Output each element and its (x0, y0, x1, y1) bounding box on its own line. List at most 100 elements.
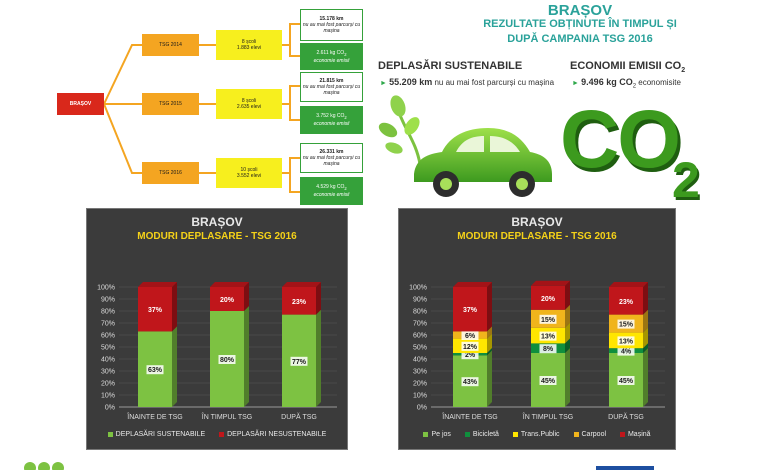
data-label: 12% (463, 344, 478, 351)
tree-schools-2014: 8 școli 1.883 elevi (216, 30, 282, 60)
co2-value: 3.752 kg CO2 (316, 113, 347, 120)
chart-panel-sustainability: BRAȘOV MODURI DEPLASARE - TSG 2016 0% 10%… (86, 208, 348, 450)
bar-side (643, 348, 648, 407)
tree-schools-2015: 8 școli 2.635 elevi (216, 89, 282, 119)
data-label: 13% (619, 338, 634, 345)
data-label: 20% (220, 297, 235, 304)
schools-count: 10 școli (240, 167, 258, 173)
triangle-icon: ► (572, 80, 579, 87)
y-tick-label: 0% (417, 405, 427, 412)
legend-swatch (573, 431, 579, 437)
tree-km-2016: 26.331 km nu au mai fost parcurși cu maș… (300, 143, 363, 173)
info-subtitle-1: REZULTATE OBȚINUTE ÎN TIMPUL ȘI (483, 18, 677, 30)
km-value: 26.331 km (319, 149, 344, 155)
data-label-bg (290, 356, 308, 366)
bar-top (609, 282, 648, 287)
bar-side (565, 338, 570, 353)
bar-side (316, 309, 321, 407)
data-label-bg (617, 346, 635, 356)
legend-swatch (619, 431, 625, 437)
students-count: 3.552 elevi (236, 173, 262, 179)
data-label-bg (461, 341, 479, 351)
bar-side (487, 348, 492, 356)
bar-top (210, 282, 249, 287)
info-right-title: ECONOMII EMISII CO2 (570, 60, 686, 75)
bar-side (487, 282, 492, 332)
legend-item-unsustainable: DEPLASĂRI NESUSTENABILE (219, 431, 326, 438)
info-left-title: DEPLASĂRI SUSTENABILE (378, 60, 523, 72)
co2-note: economie emisii (313, 57, 350, 64)
data-label-bg (539, 331, 557, 341)
schools-count: 8 școli (241, 98, 257, 104)
info-left-stat: ► 55.209 km nu au mai fost parcurși cu m… (380, 77, 555, 87)
bar-side (316, 282, 321, 315)
y-tick-label: 10% (101, 393, 115, 400)
y-tick-label: 50% (101, 345, 115, 352)
x-tick-label: ÎNAINTE DE TSG (441, 412, 498, 421)
km-value: 15.178 km (319, 16, 344, 22)
students-count: 1.883 elevi (236, 45, 262, 51)
y-tick-label: 90% (413, 297, 427, 304)
data-label: 45% (541, 378, 556, 385)
chart-plot: 0% 10% 20% 30% 40% 50% 60% 70% 80% 90% 100% 43% 2%12… (409, 280, 665, 421)
year-label: TSG 2015 (159, 101, 182, 107)
tree-root-label: BRAȘOV (69, 101, 92, 107)
chart-plot: 0% 10% 20% 30% 40% 50% 60% 70% 80% 90% 100% 63% 37% Î… (97, 282, 337, 421)
legend-item-sustainable: DEPLASĂRI SUSTENABILE (107, 431, 205, 438)
students-count: 2.635 elevi (236, 104, 262, 110)
bar-top (531, 280, 570, 286)
data-label-bg (461, 305, 479, 315)
y-tick-label: 20% (413, 381, 427, 388)
x-tick-label: ÎN TIMPUL TSG (522, 412, 573, 421)
green-car-icon (378, 95, 552, 197)
data-label: 15% (619, 322, 634, 329)
km-note: nu au mai fost parcurși cu mașina (302, 84, 361, 96)
y-tick-label: 100% (97, 285, 115, 292)
data-label-bg (146, 365, 164, 375)
co2-big-icon: CO 2 (560, 94, 700, 208)
data-label: 63% (148, 367, 163, 374)
data-label-bg (461, 350, 479, 360)
bar-side (487, 333, 492, 353)
bar-side (643, 282, 648, 315)
co2-value: 4.529 kg CO2 (316, 184, 347, 191)
chart-subtitle: MODURI DEPLASARE - TSG 2016 (457, 231, 617, 242)
bar-side (565, 348, 570, 407)
legend-item-bike: Bicicletă (464, 431, 499, 438)
tree-km-2014: 15.178 km nu au mai fost parcurși cu maș… (300, 9, 363, 41)
data-label: 37% (148, 307, 163, 314)
tree-year-2015: TSG 2015 (142, 93, 199, 115)
tree-year-2016: TSG 2016 (142, 162, 199, 184)
bar-side (172, 282, 177, 332)
y-tick-label: 30% (101, 369, 115, 376)
data-label-bg (617, 376, 635, 385)
tree-co2-2014: 2.611 kg CO2 economie emisii (300, 43, 363, 70)
info-right-stat: ► 9.496 kg CO2 economisite (572, 77, 681, 90)
bar-side (643, 327, 648, 349)
bar-side (487, 350, 492, 407)
data-label: 23% (292, 299, 307, 306)
chart-subtitle: MODURI DEPLASARE - TSG 2016 (137, 231, 297, 242)
legend-swatch (107, 431, 113, 437)
tree-root: BRAȘOV (57, 93, 104, 115)
tree-schools-2016: 10 școli 3.552 elevi (216, 158, 282, 188)
logo-icon (24, 462, 64, 470)
data-label: 23% (619, 299, 634, 306)
co2-value: 2.611 kg CO2 (316, 49, 347, 57)
data-label: 43% (463, 379, 478, 386)
bar-side (565, 322, 570, 344)
bar-side (643, 309, 648, 333)
km-note: nu au mai fost parcurși cu mașina (302, 22, 361, 34)
chart-legend: Pe jos Bicicletă Trans.Public Carpool Ma… (399, 431, 675, 438)
legend-item-walk: Pe jos (423, 431, 451, 438)
bar-top (282, 282, 321, 287)
data-label: 6% (465, 333, 476, 340)
legend-item-carpool: Carpool (573, 431, 606, 438)
bar-side (172, 326, 177, 407)
data-label: 77% (292, 359, 307, 366)
bar-side (244, 282, 249, 311)
info-subtitle-2: DUPĂ CAMPANIA TSG 2016 (507, 33, 653, 45)
data-label-bg (539, 293, 557, 303)
data-label-bg (539, 376, 557, 385)
data-label-bg (290, 296, 308, 306)
